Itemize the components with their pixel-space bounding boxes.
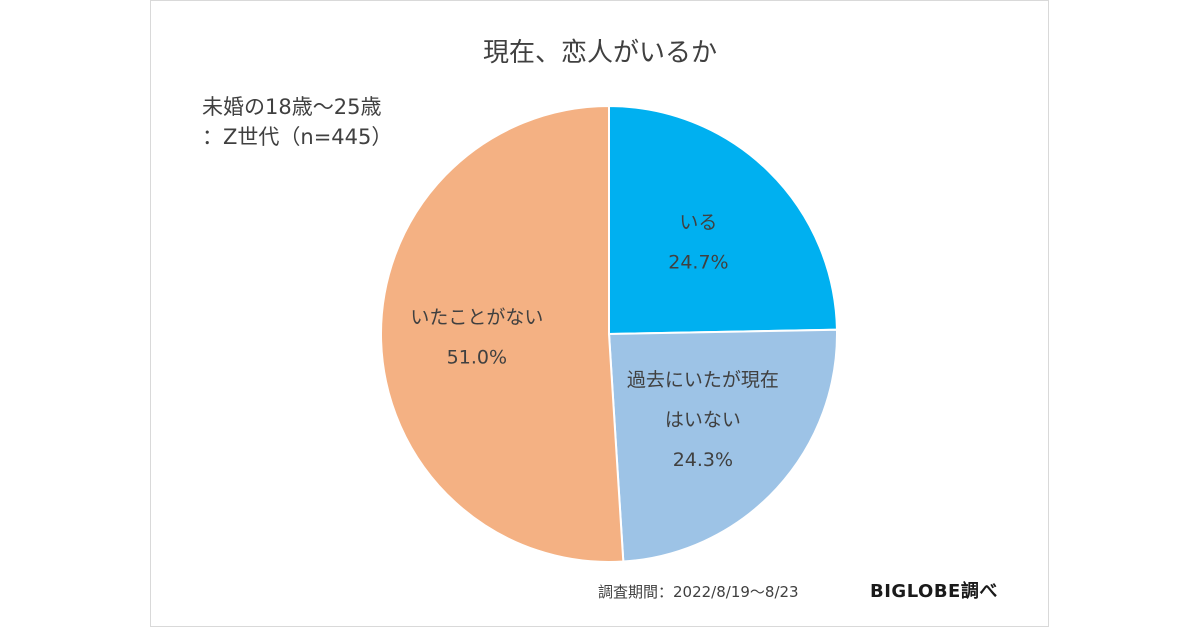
- slice-iru: [608, 104, 838, 336]
- slice-label-slice-ita-koto-ga-nai-0: いたことがない: [410, 307, 543, 329]
- data-label-slice-ita-koto-ga-nai: 51.0%: [447, 347, 507, 369]
- slice-ita-koto-ga-nai: [380, 104, 625, 563]
- slice-label-slice-kako-ita-0: 過去にいたが現在: [627, 369, 779, 391]
- pie-slices: [380, 104, 838, 563]
- survey-period: 調査期間：2022/8/19～8/23: [598, 583, 799, 601]
- source-credit: BIGLOBE調べ: [870, 581, 998, 602]
- data-label-slice-kako-ita: 24.3%: [673, 449, 733, 471]
- slice-label-slice-iru-0: いる: [679, 211, 717, 233]
- chart-title: 現在、恋人がいるか: [482, 38, 717, 68]
- chart-subtitle: 未婚の18歳～25歳 ：Z世代（n=445）: [202, 95, 393, 149]
- data-label-slice-iru: 24.7%: [668, 251, 728, 273]
- slice-label-slice-kako-ita-1: はいない: [665, 409, 741, 431]
- slice-kako-ita: [607, 328, 838, 563]
